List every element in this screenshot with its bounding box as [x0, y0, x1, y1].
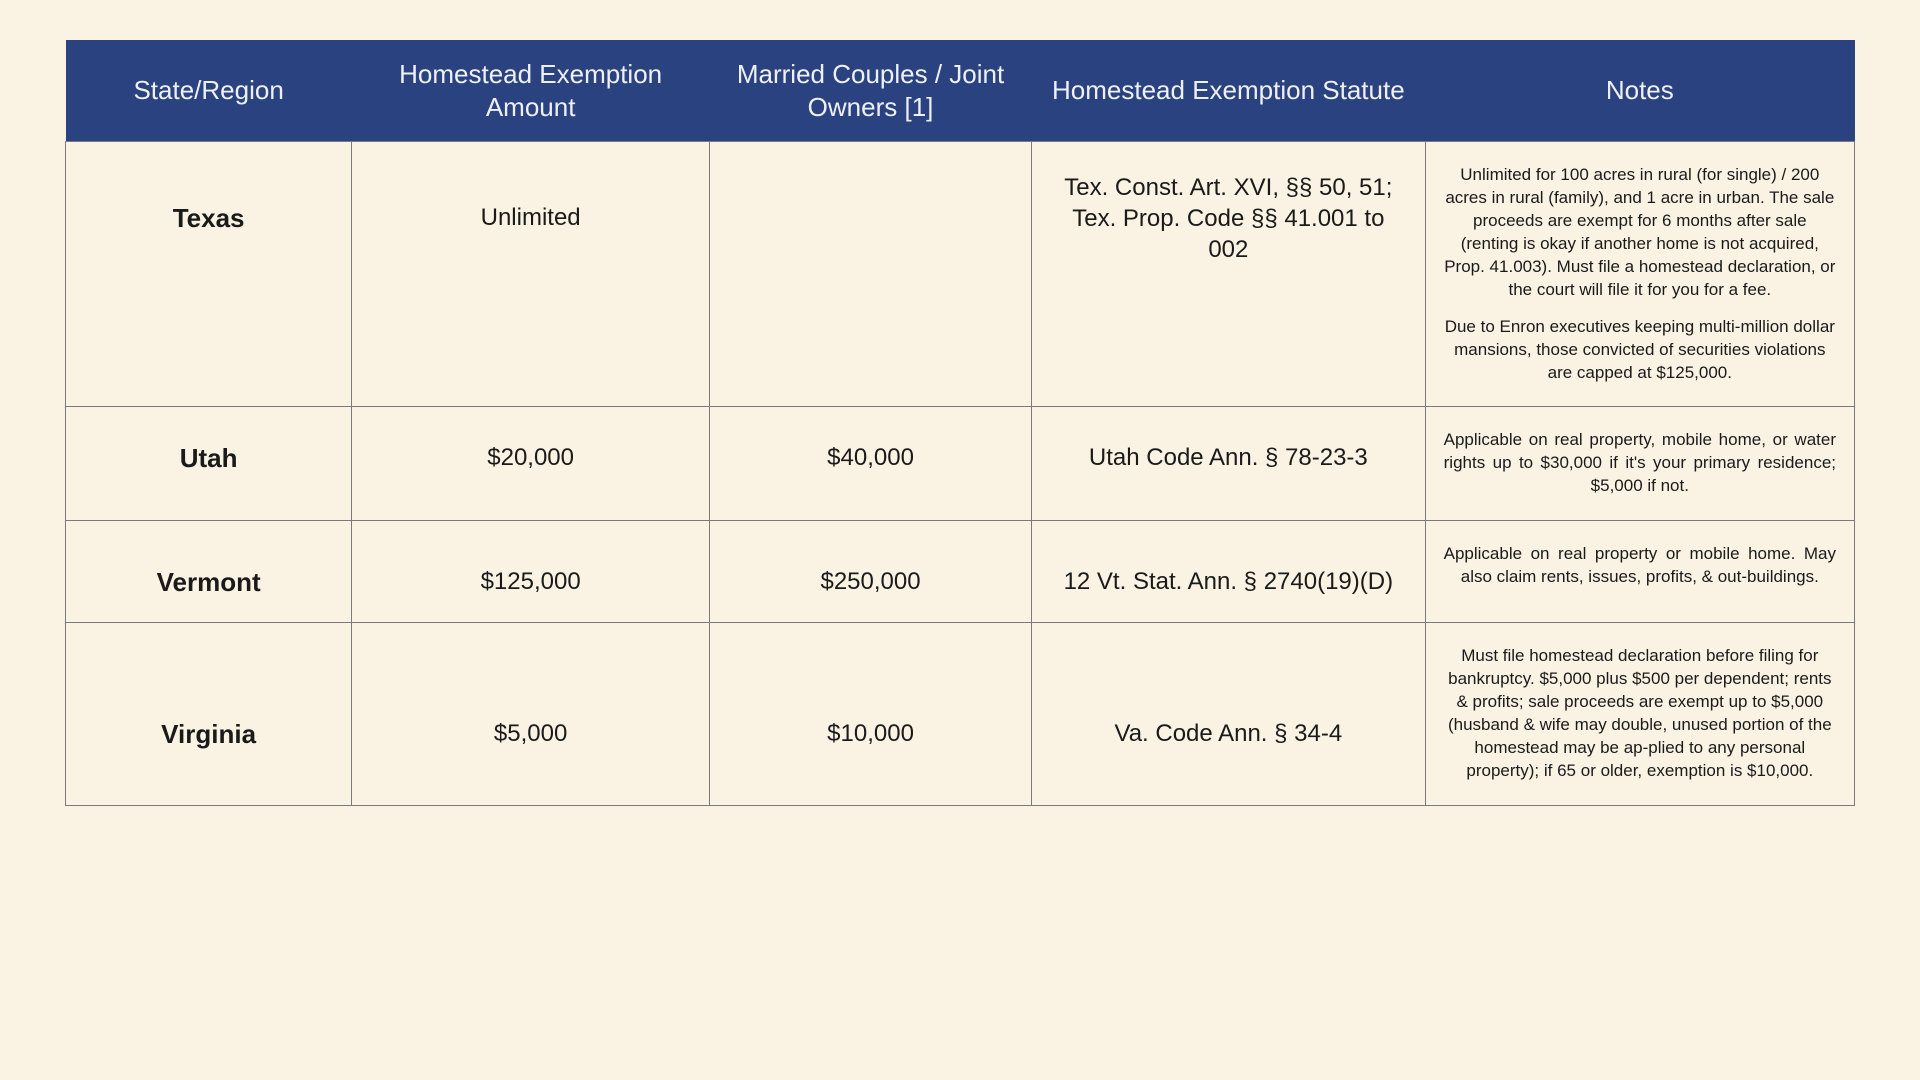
cell-state: Vermont — [66, 521, 352, 623]
cell-notes: Unlimited for 100 acres in rural (for si… — [1425, 142, 1854, 407]
col-notes: Notes — [1425, 40, 1854, 142]
cell-amount: $125,000 — [352, 521, 710, 623]
cell-amount: $20,000 — [352, 407, 710, 521]
col-amount: Homestead Exemption Amount — [352, 40, 710, 142]
cell-state: Virginia — [66, 623, 352, 806]
cell-joint: $40,000 — [710, 407, 1032, 521]
cell-amount: Unlimited — [352, 142, 710, 407]
cell-notes: Applicable on real property, mobile home… — [1425, 407, 1854, 521]
note-text: Must file homestead declaration before f… — [1444, 645, 1836, 783]
cell-joint: $10,000 — [710, 623, 1032, 806]
cell-state: Texas — [66, 142, 352, 407]
table-row: Virginia $5,000 $10,000 Va. Code Ann. § … — [66, 623, 1855, 806]
cell-statute: 12 Vt. Stat. Ann. § 2740(19)(D) — [1032, 521, 1426, 623]
col-joint: Married Couples / Joint Owners [1] — [710, 40, 1032, 142]
note-text: Unlimited for 100 acres in rural (for si… — [1444, 164, 1836, 302]
cell-statute: Utah Code Ann. § 78-23-3 — [1032, 407, 1426, 521]
col-statute: Homestead Exemption Statute — [1032, 40, 1426, 142]
cell-joint: $250,000 — [710, 521, 1032, 623]
cell-statute: Va. Code Ann. § 34-4 — [1032, 623, 1426, 806]
note-text: Applicable on real property or mobile ho… — [1444, 543, 1836, 589]
exemption-table: State/Region Homestead Exemption Amount … — [65, 40, 1855, 806]
table-row: Vermont $125,000 $250,000 12 Vt. Stat. A… — [66, 521, 1855, 623]
cell-state: Utah — [66, 407, 352, 521]
cell-notes: Must file homestead declaration before f… — [1425, 623, 1854, 806]
col-state: State/Region — [66, 40, 352, 142]
table-wrap: State/Region Homestead Exemption Amount … — [0, 0, 1920, 846]
cell-statute: Tex. Const. Art. XVI, §§ 50, 51; Tex. Pr… — [1032, 142, 1426, 407]
cell-amount: $5,000 — [352, 623, 710, 806]
note-text: Due to Enron executives keeping multi-mi… — [1444, 316, 1836, 385]
table-row: Texas Unlimited Tex. Const. Art. XVI, §§… — [66, 142, 1855, 407]
table-row: Utah $20,000 $40,000 Utah Code Ann. § 78… — [66, 407, 1855, 521]
note-text: Applicable on real property, mobile home… — [1444, 429, 1836, 498]
table-header-row: State/Region Homestead Exemption Amount … — [66, 40, 1855, 142]
cell-notes: Applicable on real property or mobile ho… — [1425, 521, 1854, 623]
cell-joint — [710, 142, 1032, 407]
